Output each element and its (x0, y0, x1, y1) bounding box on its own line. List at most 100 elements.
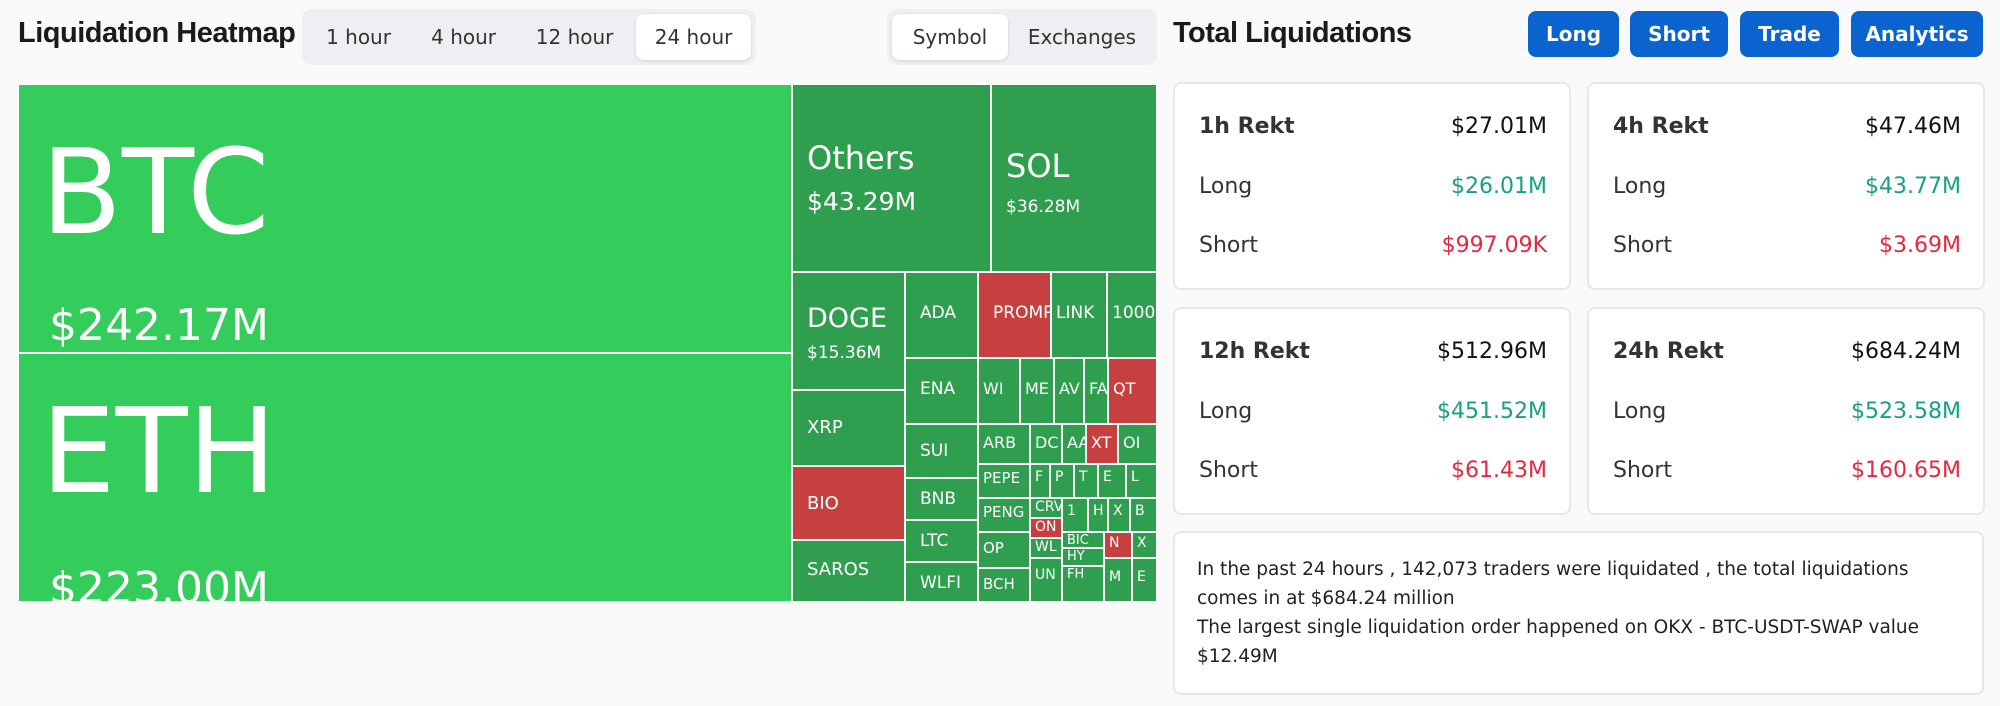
tab-1-hour[interactable]: 1 hour (326, 25, 391, 49)
treemap-tile[interactable]: CRV (1030, 498, 1062, 518)
treemap-tile[interactable]: SOL $36.28M (991, 84, 1157, 272)
tile-symbol: WL (1035, 539, 1057, 555)
treemap-tile[interactable]: WL (1030, 538, 1062, 558)
short-button[interactable]: Short (1630, 11, 1728, 57)
treemap-tile[interactable]: BCH (978, 568, 1030, 602)
treemap-tile[interactable]: LINK (1051, 272, 1107, 358)
long-button[interactable]: Long (1528, 11, 1619, 57)
treemap-tile[interactable]: BNB (905, 478, 978, 520)
treemap-tile[interactable]: FH (1062, 566, 1104, 602)
card-row: Long $26.01M (1199, 174, 1547, 199)
tab-12-hour[interactable]: 12 hour (535, 25, 614, 49)
treemap-tile[interactable]: PROMP (978, 272, 1051, 358)
tab-symbol[interactable]: Symbol (892, 14, 1008, 60)
tile-value: $15.36M (807, 343, 882, 363)
treemap-tile[interactable]: HY (1062, 548, 1104, 566)
tile-symbol: ARB (983, 433, 1017, 452)
tile-symbol: LINK (1056, 303, 1095, 323)
card-row-label: 1h Rekt (1199, 114, 1295, 139)
treemap-tile[interactable]: PENG (978, 498, 1030, 532)
card-row: 1h Rekt $27.01M (1199, 114, 1547, 139)
card-row-value: $512.96M (1437, 339, 1547, 364)
treemap-tile[interactable]: Others $43.29M (792, 84, 991, 272)
tile-symbol: E (1137, 569, 1146, 585)
tile-symbol: BTC (41, 123, 270, 261)
card-row: Short $997.09K (1199, 233, 1547, 258)
treemap-tile[interactable]: ADA (905, 272, 978, 358)
treemap-tile[interactable]: SUI (905, 424, 978, 478)
tile-symbol: AA (1067, 433, 1085, 452)
tile-symbol: 1000 (1112, 303, 1156, 323)
treemap-tile[interactable]: FA (1084, 358, 1108, 424)
treemap-tile[interactable]: BIC (1062, 532, 1104, 548)
total-liquidations-title: Total Liquidations (1173, 17, 1412, 49)
tile-symbol: BIC (1067, 533, 1089, 548)
card-row-value: $3.69M (1879, 233, 1961, 258)
liquidation-summary: In the past 24 hours , 142,073 traders w… (1173, 531, 1984, 695)
treemap-tile[interactable]: BTC $242.17M (18, 84, 792, 353)
tile-symbol: CRV (1035, 499, 1062, 515)
card-row-value: $523.58M (1851, 399, 1961, 424)
analytics-button[interactable]: Analytics (1851, 11, 1983, 57)
treemap-tile[interactable]: M (1104, 558, 1132, 602)
tile-symbol: F (1035, 469, 1044, 485)
tab-4-hour[interactable]: 4 hour (431, 25, 497, 49)
treemap-tile[interactable]: OP (978, 532, 1030, 568)
tile-value: $36.28M (1006, 197, 1081, 217)
tile-symbol: PROMP (993, 303, 1051, 323)
treemap-tile[interactable]: X (1108, 498, 1130, 532)
treemap-tile[interactable]: N (1104, 532, 1132, 558)
treemap-tile[interactable]: WLFI (905, 562, 978, 602)
treemap-tile[interactable]: SAROS (792, 540, 905, 602)
treemap-tile[interactable]: WI (978, 358, 1020, 424)
treemap-tile[interactable]: DC (1030, 424, 1062, 464)
tab-exchanges[interactable]: Exchanges (1027, 25, 1137, 49)
treemap-tile[interactable]: ME (1020, 358, 1054, 424)
tile-symbol: OP (983, 539, 1004, 557)
treemap-tile[interactable]: AA (1062, 424, 1086, 464)
card-row: Long $43.77M (1613, 174, 1961, 199)
trade-button[interactable]: Trade (1740, 11, 1839, 57)
rekt-card: 12h Rekt $512.96M Long $451.52M Short $61.43M (1173, 307, 1571, 515)
treemap-tile[interactable]: ON (1030, 518, 1062, 538)
treemap-tile[interactable]: X (1132, 532, 1157, 558)
tile-symbol: 1 (1067, 503, 1076, 519)
tab-24-hour[interactable]: 24 hour (636, 14, 751, 60)
tile-value: $242.17M (49, 300, 269, 351)
tile-symbol: ME (1025, 379, 1049, 398)
treemap-tile[interactable]: BIO (792, 466, 905, 540)
treemap-tile[interactable]: ENA (905, 358, 978, 424)
treemap-tile[interactable]: DOGE $15.36M (792, 272, 905, 390)
card-row-label: Long (1199, 399, 1253, 424)
treemap-tile[interactable]: OI (1118, 424, 1157, 464)
treemap-tile[interactable]: XRP (792, 390, 905, 466)
treemap-tile[interactable]: T (1074, 464, 1098, 498)
treemap-tile[interactable]: PEPE (978, 464, 1030, 498)
summary-line-2: The largest single liquidation order hap… (1197, 617, 1920, 667)
treemap-tile[interactable]: E (1098, 464, 1126, 498)
tile-symbol: ETH (41, 382, 277, 520)
treemap-tile[interactable]: QT (1108, 358, 1157, 424)
card-row-label: Long (1613, 174, 1667, 199)
heatmap-title: Liquidation Heatmap (18, 17, 296, 49)
card-row-value: $684.24M (1851, 339, 1961, 364)
treemap-tile[interactable]: B (1130, 498, 1157, 532)
treemap-tile[interactable]: XT (1086, 424, 1118, 464)
treemap-tile[interactable]: H (1088, 498, 1108, 532)
treemap-tile[interactable]: P (1050, 464, 1074, 498)
treemap-tile[interactable]: F (1030, 464, 1050, 498)
treemap-tile[interactable]: L (1126, 464, 1157, 498)
treemap-tile[interactable]: 1000 (1107, 272, 1157, 358)
treemap-tile[interactable]: AV (1054, 358, 1084, 424)
rekt-card: 1h Rekt $27.01M Long $26.01M Short $997.09K (1173, 82, 1571, 290)
treemap-tile[interactable]: ARB (978, 424, 1030, 464)
treemap-tile[interactable]: UN (1030, 558, 1062, 602)
treemap-tile[interactable]: LTC (905, 520, 978, 562)
timeframe-selector: 1 hour 4 hour 12 hour 24 hour (302, 9, 756, 65)
treemap-tile[interactable]: 1 (1062, 498, 1088, 532)
treemap-tile[interactable]: ETH $223.00M (18, 353, 792, 602)
liquidation-treemap: BTC $242.17M ETH $223.00M Others $43.29M SOL $3… (18, 84, 1157, 602)
tile-symbol: HY (1067, 549, 1085, 564)
treemap-tile[interactable]: E (1132, 558, 1157, 602)
tile-symbol: E (1103, 469, 1112, 485)
